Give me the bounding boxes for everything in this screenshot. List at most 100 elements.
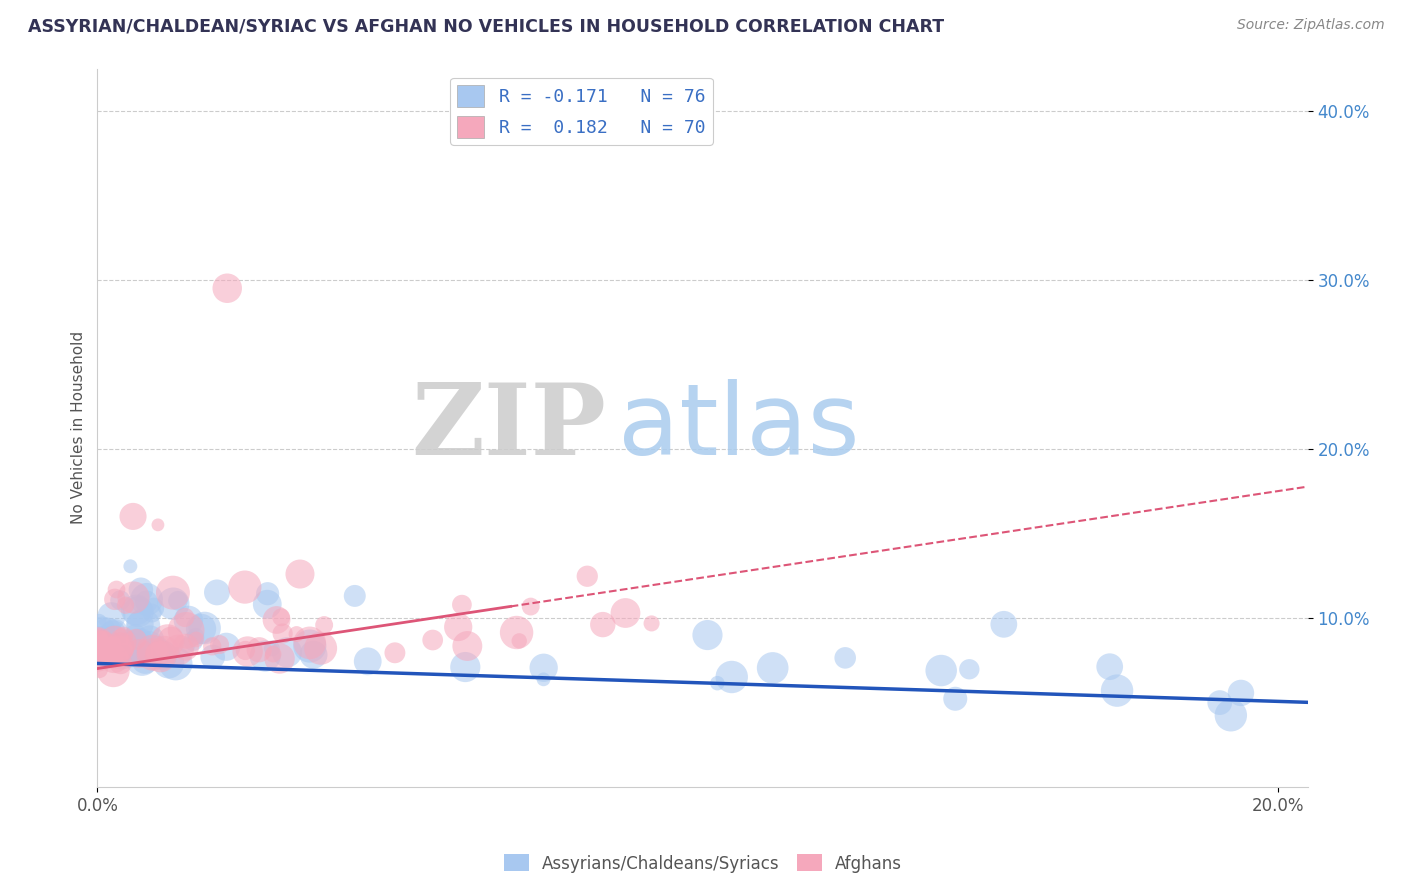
Point [456,639,478,653]
Point [117,631,139,645]
Point [112,639,135,653]
Point [614,606,637,620]
Point [177,614,200,628]
Text: Source: ZipAtlas.com: Source: ZipAtlas.com [1237,18,1385,32]
Point [89,614,111,628]
Point [145,645,167,659]
Point [176,638,198,652]
Point [91,622,114,636]
Point [103,651,125,665]
Point [205,585,228,599]
Point [103,633,125,648]
Point [184,630,207,644]
Point [153,643,176,657]
Point [451,598,474,612]
Point [190,622,212,636]
Point [131,652,153,666]
Point [89,630,111,644]
Point [235,643,257,657]
Y-axis label: No Vehicles in Household: No Vehicles in Household [72,331,86,524]
Point [150,648,173,662]
Point [447,620,470,634]
Point [276,645,298,659]
Point [157,656,180,670]
Point [146,517,169,532]
Point [186,632,208,647]
Point [533,661,555,675]
Legend: Assyrians/Chaldeans/Syriacs, Afghans: Assyrians/Chaldeans/Syriacs, Afghans [498,847,908,880]
Point [720,670,742,684]
Point [141,643,163,657]
Text: ZIP: ZIP [411,379,606,476]
Point [139,638,162,652]
Point [125,603,148,617]
Point [134,653,156,667]
Point [104,641,127,656]
Point [162,585,184,599]
Point [217,281,239,295]
Point [146,640,169,654]
Point [160,632,183,647]
Point [103,625,125,640]
Text: ASSYRIAN/CHALDEAN/SYRIAC VS AFGHAN NO VEHICLES IN HOUSEHOLD CORRELATION CHART: ASSYRIAN/CHALDEAN/SYRIAC VS AFGHAN NO VE… [28,18,945,36]
Point [576,569,599,583]
Point [132,618,155,632]
Point [236,644,259,658]
Point [298,639,321,653]
Point [125,632,148,647]
Point [957,662,980,676]
Point [105,582,128,597]
Point [110,646,132,660]
Point [108,649,131,664]
Point [100,609,122,624]
Point [139,632,162,647]
Point [288,567,311,582]
Point [110,656,132,670]
Point [1098,659,1121,673]
Point [256,587,278,601]
Point [298,636,321,650]
Point [167,593,190,607]
Point [215,640,238,654]
Point [103,626,125,640]
Point [103,637,125,651]
Point [929,664,952,678]
Point [592,617,614,632]
Point [233,580,256,594]
Point [104,592,127,607]
Point [114,599,136,613]
Point [114,644,136,658]
Point [270,610,292,624]
Point [129,617,152,632]
Point [110,593,132,607]
Point [142,601,165,615]
Point [128,647,150,661]
Point [314,618,336,632]
Point [285,627,308,641]
Point [135,595,157,609]
Point [118,640,141,655]
Point [165,657,187,671]
Point [201,640,224,654]
Point [174,640,197,654]
Point [422,633,444,648]
Point [343,589,366,603]
Point [91,641,114,656]
Point [162,597,184,611]
Point [262,647,284,661]
Point [640,616,662,631]
Point [181,634,204,648]
Point [101,650,124,665]
Point [302,648,325,662]
Point [1219,708,1241,723]
Point [86,636,108,650]
Point [519,599,541,614]
Point [112,629,135,643]
Point [90,636,112,650]
Point [141,606,163,620]
Point [454,660,477,674]
Point [696,628,718,642]
Text: atlas: atlas [617,379,859,476]
Point [129,634,152,648]
Point [124,627,146,641]
